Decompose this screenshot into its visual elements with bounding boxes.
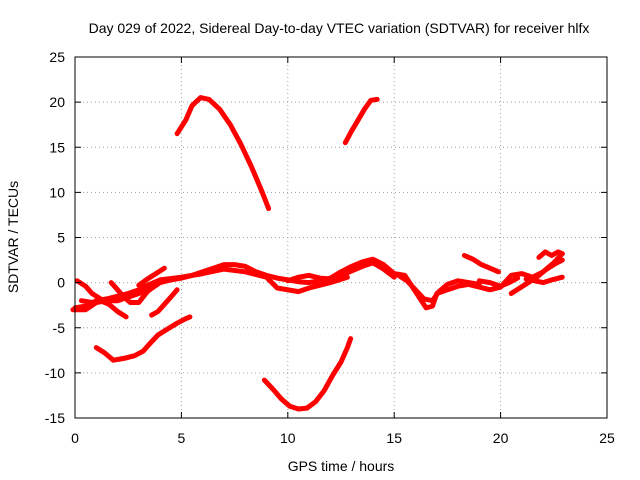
series-arc-9 bbox=[136, 265, 167, 288]
series-arc-12 bbox=[461, 253, 501, 275]
y-tick-label: -5 bbox=[53, 320, 66, 336]
series-arc-1 bbox=[174, 95, 272, 212]
series-arc-17 bbox=[285, 260, 397, 284]
series-arc-15 bbox=[523, 274, 565, 286]
series-arc-14 bbox=[508, 257, 565, 296]
x-tick-label: 20 bbox=[493, 430, 509, 446]
series-arc-16 bbox=[536, 249, 565, 260]
y-tick-label: 25 bbox=[49, 49, 65, 65]
x-tick-label: 0 bbox=[71, 430, 79, 446]
series-arc-8 bbox=[108, 280, 159, 305]
series-arc-11 bbox=[78, 298, 129, 320]
y-tick-label: -15 bbox=[45, 410, 65, 426]
y-tick-label: 15 bbox=[49, 139, 65, 155]
y-tick-label: 5 bbox=[57, 230, 65, 246]
data-series-group bbox=[70, 95, 565, 412]
x-tick-label: 25 bbox=[599, 430, 615, 446]
y-tick-label: 10 bbox=[49, 184, 65, 200]
y-tick-label: 20 bbox=[49, 94, 65, 110]
y-tick-label: -10 bbox=[45, 365, 65, 381]
x-axis-label: GPS time / hours bbox=[288, 458, 395, 474]
x-tick-label: 15 bbox=[386, 430, 402, 446]
series-arc-3 bbox=[261, 336, 354, 412]
y-axis-label: SDTVAR / TECUs bbox=[5, 181, 21, 293]
x-tick-label: 5 bbox=[178, 430, 186, 446]
series-arc-4 bbox=[93, 314, 193, 363]
series-arc-10 bbox=[149, 287, 180, 318]
series-arc-13 bbox=[476, 275, 521, 289]
y-tick-label: 0 bbox=[57, 275, 65, 291]
x-tick-label: 10 bbox=[280, 430, 296, 446]
series-arc-2 bbox=[342, 96, 380, 146]
chart-title: Day 029 of 2022, Sidereal Day-to-day VTE… bbox=[89, 20, 590, 36]
x-tick-labels: 0 5 10 15 20 25 bbox=[71, 430, 615, 446]
axis-ticks bbox=[74, 56, 608, 419]
series-arc-18 bbox=[396, 272, 482, 304]
y-tick-labels: -15 -10 -5 0 5 10 15 20 25 bbox=[45, 49, 65, 426]
